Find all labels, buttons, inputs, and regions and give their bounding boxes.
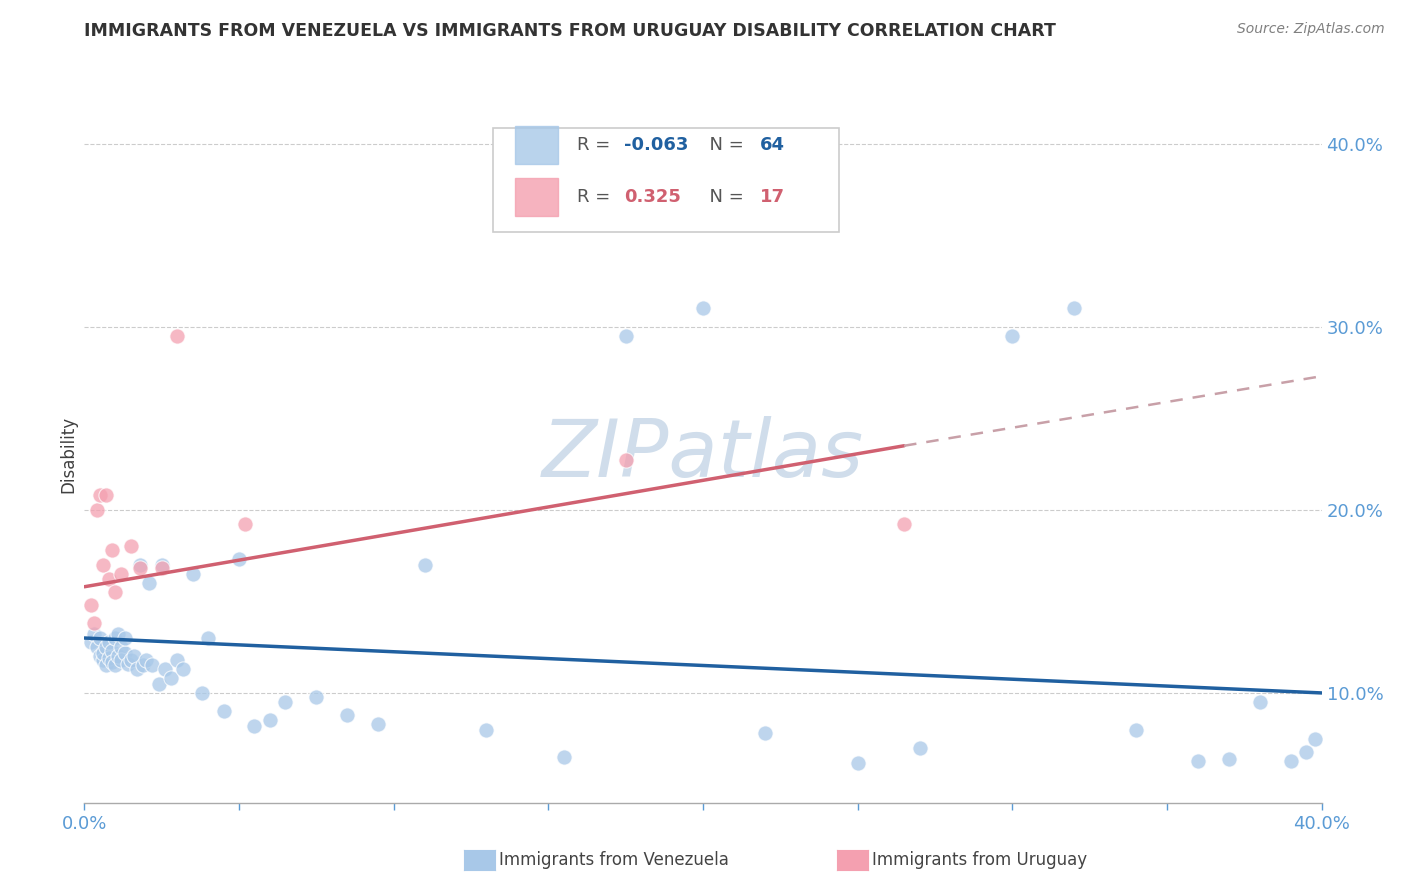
Text: IMMIGRANTS FROM VENEZUELA VS IMMIGRANTS FROM URUGUAY DISABILITY CORRELATION CHAR: IMMIGRANTS FROM VENEZUELA VS IMMIGRANTS … — [84, 22, 1056, 40]
Point — [160, 671, 183, 685]
Point — [1125, 723, 1147, 737]
Point — [233, 517, 256, 532]
Point — [79, 598, 101, 612]
Point — [125, 662, 148, 676]
Point — [86, 503, 108, 517]
Point — [893, 517, 915, 532]
Point — [114, 631, 136, 645]
Point — [101, 644, 124, 658]
Point — [228, 552, 250, 566]
Text: Source: ZipAtlas.com: Source: ZipAtlas.com — [1237, 22, 1385, 37]
Point — [79, 634, 101, 648]
Point — [166, 329, 188, 343]
Point — [1295, 745, 1317, 759]
Point — [98, 573, 121, 587]
Point — [138, 576, 160, 591]
Point — [83, 627, 105, 641]
Point — [107, 649, 129, 664]
Point — [259, 714, 281, 728]
Point — [305, 690, 328, 704]
Point — [475, 723, 498, 737]
Point — [98, 634, 121, 648]
Point — [122, 649, 145, 664]
Y-axis label: Disability: Disability — [59, 417, 77, 493]
Text: Immigrants from Uruguay: Immigrants from Uruguay — [872, 851, 1087, 869]
Point — [553, 750, 575, 764]
Point — [150, 561, 173, 575]
Point — [413, 558, 436, 572]
Point — [129, 558, 152, 572]
Point — [243, 719, 266, 733]
FancyBboxPatch shape — [515, 178, 558, 216]
Point — [120, 540, 142, 554]
Point — [153, 662, 176, 676]
FancyBboxPatch shape — [515, 126, 558, 164]
Point — [129, 561, 152, 575]
Point — [91, 646, 114, 660]
Point — [101, 543, 124, 558]
Point — [148, 677, 170, 691]
Point — [181, 566, 204, 581]
Point — [94, 488, 117, 502]
Point — [141, 658, 163, 673]
Point — [94, 658, 117, 673]
Point — [114, 646, 136, 660]
Point — [104, 631, 127, 645]
Text: N =: N = — [697, 188, 749, 206]
Point — [1249, 695, 1271, 709]
Point — [110, 566, 132, 581]
Point — [91, 653, 114, 667]
Point — [212, 704, 235, 718]
Point — [110, 640, 132, 655]
Point — [197, 631, 219, 645]
Point — [614, 453, 637, 467]
Text: R =: R = — [576, 188, 616, 206]
Point — [692, 301, 714, 316]
Point — [846, 756, 869, 770]
Point — [1218, 752, 1240, 766]
Point — [1279, 754, 1302, 768]
Point — [1305, 731, 1327, 746]
Point — [1001, 329, 1024, 343]
Text: R =: R = — [576, 136, 616, 153]
Point — [1063, 301, 1085, 316]
Point — [274, 695, 297, 709]
Text: 64: 64 — [759, 136, 785, 153]
Point — [166, 653, 188, 667]
Point — [86, 640, 108, 655]
Text: 17: 17 — [759, 188, 785, 206]
Point — [367, 717, 389, 731]
Point — [101, 655, 124, 669]
Text: N =: N = — [697, 136, 749, 153]
Point — [614, 329, 637, 343]
FancyBboxPatch shape — [492, 128, 839, 232]
Point — [120, 653, 142, 667]
Text: ZIPatlas: ZIPatlas — [541, 416, 865, 494]
Point — [98, 651, 121, 665]
Point — [908, 740, 931, 755]
Point — [150, 558, 173, 572]
Point — [135, 653, 157, 667]
Point — [83, 616, 105, 631]
Text: 0.325: 0.325 — [624, 188, 681, 206]
Point — [89, 649, 111, 664]
Point — [336, 707, 359, 722]
Text: -0.063: -0.063 — [624, 136, 688, 153]
Point — [107, 627, 129, 641]
Point — [91, 558, 114, 572]
Point — [94, 640, 117, 655]
Point — [110, 653, 132, 667]
Point — [104, 585, 127, 599]
Text: Immigrants from Venezuela: Immigrants from Venezuela — [499, 851, 728, 869]
Point — [132, 658, 155, 673]
Point — [172, 662, 194, 676]
Point — [191, 686, 214, 700]
Point — [104, 658, 127, 673]
Point — [1187, 754, 1209, 768]
Point — [117, 657, 139, 671]
Point — [89, 631, 111, 645]
Point — [754, 726, 776, 740]
Point — [89, 488, 111, 502]
